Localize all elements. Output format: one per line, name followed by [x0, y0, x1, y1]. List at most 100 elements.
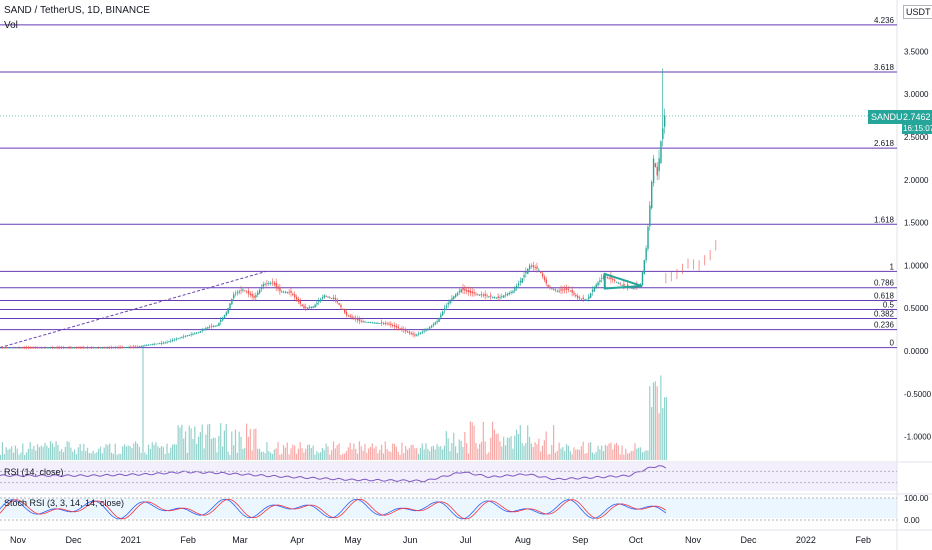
volume-bar — [530, 443, 533, 460]
candle-body — [606, 277, 609, 278]
volume-bar — [51, 443, 53, 460]
candle-body — [295, 296, 298, 300]
volume-bar — [617, 445, 619, 460]
candle-body — [356, 318, 359, 321]
volume-bar — [462, 446, 464, 460]
volume-bar — [155, 442, 157, 460]
volume-bar — [549, 453, 551, 460]
volume-bar — [220, 423, 222, 460]
candle-body — [114, 347, 117, 349]
candle-body — [560, 289, 562, 291]
candle-body — [658, 158, 660, 172]
volume-bar — [606, 445, 608, 460]
candle-body — [25, 347, 28, 349]
trend-line — [0, 270, 267, 349]
volume-bar — [336, 445, 338, 460]
candle-body — [157, 343, 159, 345]
candle-body — [166, 341, 168, 343]
volume-bar — [632, 450, 634, 460]
volume-bar — [382, 453, 385, 460]
volume-bar — [589, 442, 592, 460]
candle-body — [281, 291, 283, 293]
volume-bar — [528, 436, 531, 460]
currency-badge[interactable]: USDT — [903, 5, 932, 19]
candle-body — [210, 326, 213, 327]
candle-body — [556, 290, 559, 292]
x-tick-label: Oct — [629, 535, 644, 545]
volume-bar — [79, 444, 81, 460]
volume-bar — [12, 452, 15, 460]
volume-bar — [334, 448, 336, 460]
volume-bar — [196, 444, 198, 460]
volume-bar — [503, 436, 505, 460]
x-tick-label: Aug — [515, 535, 531, 545]
volume-bar — [314, 454, 316, 460]
volume-bar — [172, 444, 174, 460]
candle-body — [99, 347, 102, 349]
volume-bar — [514, 435, 516, 460]
volume-bar — [9, 448, 11, 460]
rsi-panel-bg — [0, 463, 897, 491]
candle-body — [512, 291, 514, 293]
candle-body — [508, 292, 511, 295]
candle-body — [541, 273, 544, 277]
volume-bar — [96, 452, 98, 460]
volume-bar — [123, 444, 126, 460]
candle-body — [123, 347, 126, 348]
candle-body — [257, 292, 259, 296]
volume-bar — [345, 451, 348, 460]
candle-body — [68, 347, 70, 349]
candle-body — [227, 307, 229, 314]
volume-bar — [290, 448, 292, 460]
candle-body — [40, 347, 43, 349]
candle-body — [571, 289, 573, 293]
candle-body — [641, 272, 644, 285]
candle-body — [351, 316, 353, 318]
volume-bar — [491, 421, 494, 460]
x-tick-label: Feb — [180, 535, 196, 545]
candle-body — [197, 332, 200, 334]
candle-body — [308, 307, 311, 308]
candle-body — [282, 291, 285, 293]
volume-bar — [98, 448, 100, 460]
candle-body — [288, 291, 290, 293]
candle-body — [355, 317, 357, 320]
candle-body — [386, 323, 388, 325]
candle-body — [38, 347, 41, 349]
y-tick-label: -1.0000 — [904, 433, 932, 442]
volume-bar — [236, 452, 238, 460]
candle-body — [423, 330, 425, 332]
volume-bar — [353, 443, 355, 460]
candle-body — [473, 292, 475, 294]
candle-body — [554, 289, 557, 291]
candle-body — [86, 347, 89, 349]
volume-bar — [430, 446, 433, 460]
volume-bar — [416, 448, 418, 460]
candle-body — [480, 294, 483, 295]
candle-body — [364, 321, 366, 323]
candle-body — [406, 331, 409, 333]
candle-body — [299, 300, 302, 304]
candle-body — [569, 290, 572, 292]
candle-body — [255, 295, 257, 298]
candle-body — [349, 315, 351, 317]
volume-bar — [466, 443, 468, 460]
volume-bar — [162, 447, 164, 460]
candle-body — [212, 326, 215, 327]
volume-bar — [615, 442, 618, 460]
candle-body — [92, 347, 94, 349]
volume-bar — [368, 448, 370, 460]
candle-body — [589, 293, 592, 298]
volume-bar — [160, 446, 163, 460]
candle-body — [11, 347, 13, 349]
volume-bar — [538, 438, 540, 460]
volume-bar — [218, 435, 220, 460]
candle-body — [610, 276, 612, 280]
volume-bar — [192, 439, 194, 460]
candle-body — [552, 289, 555, 290]
volume-bar — [266, 442, 268, 460]
candle-body — [140, 346, 142, 347]
volume-bar — [473, 425, 475, 460]
y-tick-label: 1.5000 — [904, 219, 929, 228]
